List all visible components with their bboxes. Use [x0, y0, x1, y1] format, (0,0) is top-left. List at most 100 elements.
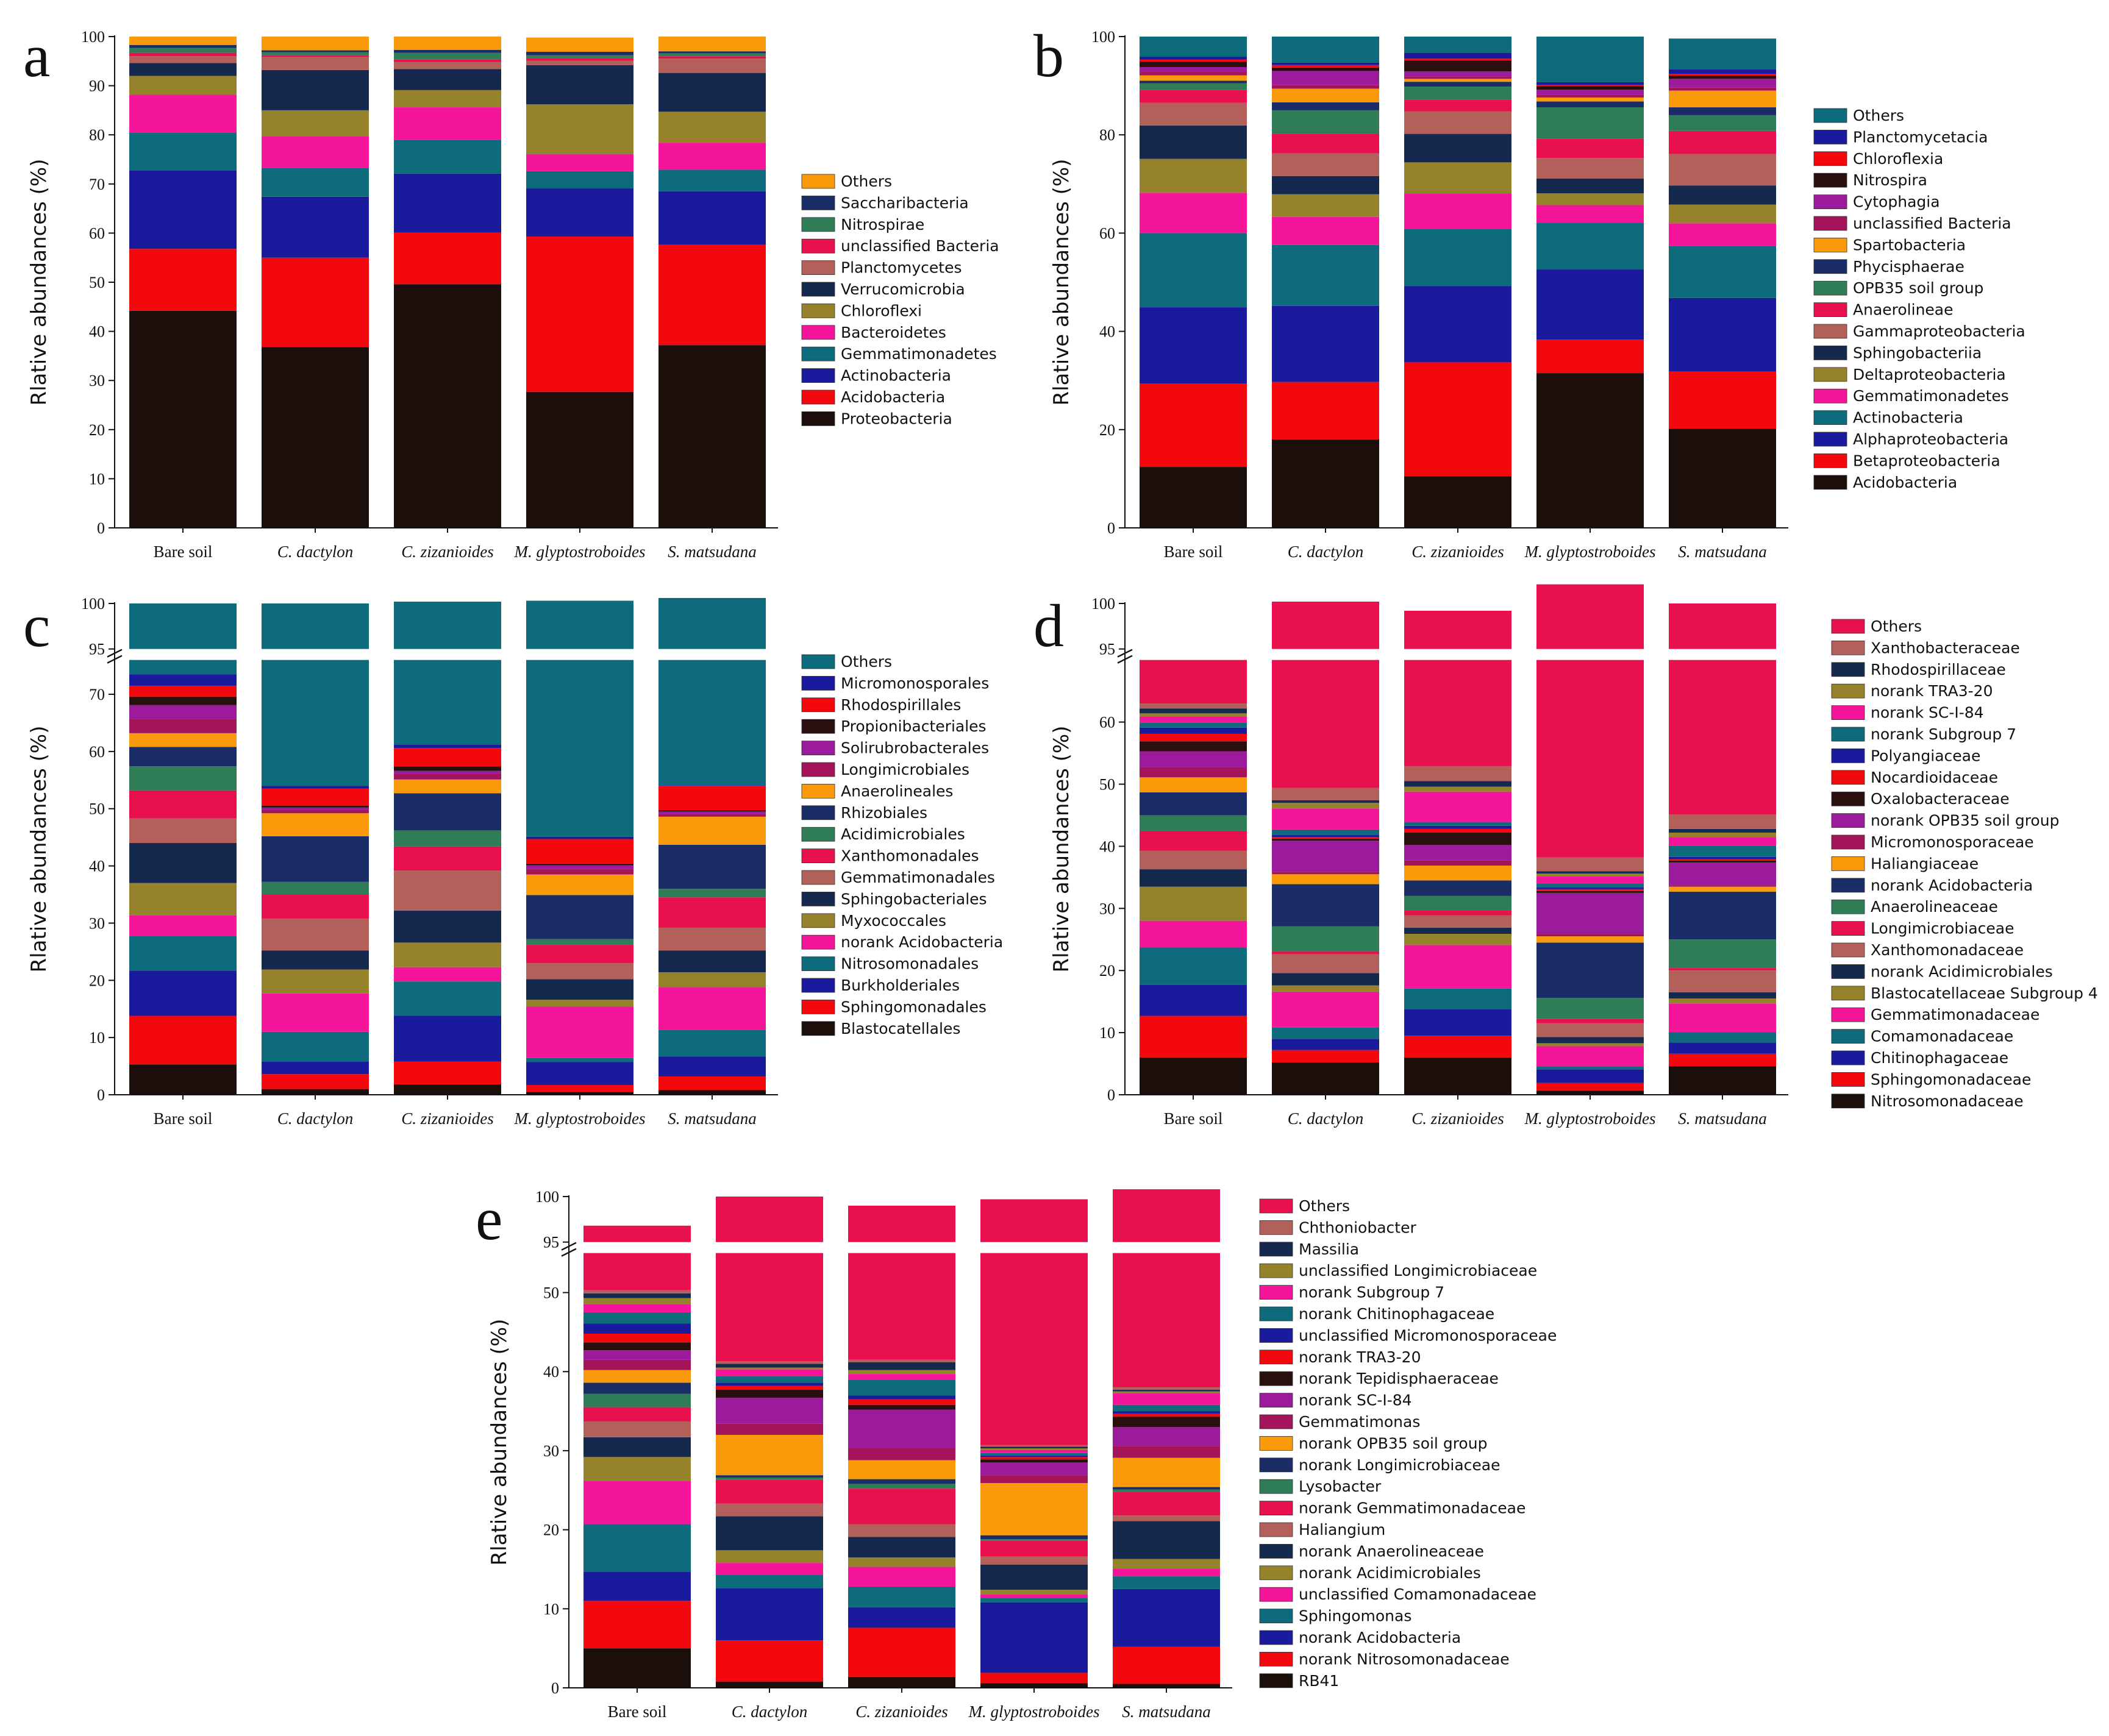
legend-item: Saccharibacteria — [801, 194, 969, 212]
legend-item: norank OPB35 soil group — [1259, 1434, 1487, 1452]
bar-segment-norank-acidimicrobiales-m-glyptostroboides — [980, 1590, 1088, 1595]
legend-label: Polyangiaceae — [1871, 747, 1980, 764]
legend-label: Gemmatimonadetes — [841, 345, 997, 363]
bar-segment-nitrosomonadaceae-bare-soil — [1140, 1057, 1247, 1095]
bar-segment-norank-acidobacteria-s-matsudana — [1113, 1588, 1220, 1647]
bar-segment-rhodospirillales-bare-soil — [129, 685, 237, 697]
bar-segment-spartobacteria-c-dactylon — [1272, 88, 1379, 103]
legend-swatch — [1831, 1029, 1865, 1044]
legend-label: Planctomycetes — [841, 259, 962, 277]
bar-segment-norank-acidimicrobiales-bare-soil — [583, 1457, 691, 1481]
legend-label: Acidobacteria — [1853, 474, 1957, 491]
y-tick-label: 50 — [89, 800, 105, 818]
legend-item: Gemmatimonadaceae — [1831, 1006, 2039, 1023]
bar-segment-planctomycetes-m-glyptostroboides — [526, 60, 633, 65]
bar-segment-norank-longimicrobiaceae-c-zizanioides — [848, 1479, 955, 1484]
bar-segment-norank-acidobacteria-c-dactylon — [716, 1588, 823, 1641]
bar-segment-nitrosomonadaceae-m-glyptostroboides — [1536, 1090, 1644, 1095]
legend-item: Sphingomonas — [1259, 1607, 1411, 1625]
legend-label: Alphaproteobacteria — [1853, 430, 2008, 448]
bar-segment-myxococcales-c-zizanioides — [394, 942, 501, 967]
bar-segment-burkholderiales-bare-soil — [129, 970, 237, 1016]
bar-segment-others-c-zizanioides — [1404, 610, 1511, 766]
legend-label: Deltaproteobacteria — [1853, 366, 2006, 383]
bar-segment-haliangiaceae-s-matsudana — [1669, 886, 1776, 892]
bar-segment-deltaproteobacteria-c-zizanioides — [1404, 162, 1511, 194]
legend-swatch — [1259, 1371, 1293, 1386]
legend-item: Betaproteobacteria — [1813, 452, 2000, 469]
legend-item: Gemmatimonadetes — [801, 345, 997, 363]
bar-segment-unclassified-comamonadaceae-c-zizanioides — [848, 1567, 955, 1587]
bar-segment-rhizobiales-s-matsudana — [658, 844, 766, 889]
bar-segment-nitrospirae-s-matsudana — [658, 53, 766, 57]
bar-segment-chitinophagaceae-bare-soil — [1140, 984, 1247, 1016]
legend-label: Gemmatimonadetes — [1853, 387, 2009, 405]
legend-swatch — [801, 411, 835, 426]
bar-segment-spartobacteria-s-matsudana — [1669, 90, 1776, 108]
legend-label: Anaerolineales — [841, 782, 953, 800]
legend-swatch — [1831, 1007, 1865, 1022]
legend-item: Acidimicrobiales — [801, 825, 965, 843]
bar-segment-gammaproteobacteria-c-dactylon — [1272, 153, 1379, 176]
legend-item: Haliangium — [1259, 1521, 1385, 1539]
bar-segment-blastocatellaceae-subgroup-4-c-dactylon — [1272, 985, 1379, 992]
bar-segment-saccharibacteria-c-zizanioides — [394, 49, 501, 53]
legend-label: Sphingomonadales — [841, 998, 987, 1016]
bar-segment-xanthobacteraceae-m-glyptostroboides — [1536, 857, 1644, 872]
bar-segment-rhodospirillaceae-bare-soil — [1140, 708, 1247, 714]
bar-segment-blastocatellales-s-matsudana — [658, 1090, 766, 1095]
legend-label: Others — [1871, 617, 1922, 635]
bar-segment-chthoniobacter-bare-soil — [583, 1290, 691, 1293]
bar-segment-planctomycetacia-c-dactylon — [1272, 62, 1379, 65]
legend-item: Rhodospirillales — [801, 696, 961, 714]
legend-swatch — [801, 1000, 835, 1014]
legend-label: Nitrospira — [1853, 171, 1927, 189]
bar-segment-nitrosomonadales-c-dactylon — [262, 1031, 369, 1062]
legend-swatch — [1259, 1609, 1293, 1624]
bar-segment-norank-anaerolineaceae-c-zizanioides — [848, 1537, 955, 1558]
bar-segment-verrucomicrobia-c-zizanioides — [394, 69, 501, 90]
legend-swatch — [1831, 619, 1865, 634]
legend-item: RB41 — [1259, 1672, 1339, 1690]
bar-segment-norank-chitinophagaceae-c-zizanioides — [848, 1379, 955, 1396]
x-tick-label: C. zizanioides — [855, 1702, 948, 1721]
bar-segment-sphingobacteriales-m-glyptostroboides — [526, 979, 633, 1000]
legend-swatch — [1831, 986, 1865, 1001]
legend-label: norank Gemmatimonadaceae — [1299, 1499, 1526, 1517]
bar-segment-rb41-m-glyptostroboides — [980, 1683, 1088, 1688]
bar-segment-betaproteobacteria-c-dactylon — [1272, 382, 1379, 439]
bar-segment-gemmatimonadaceae-s-matsudana — [1669, 1003, 1776, 1033]
x-tick-label: M. glyptostroboides — [1524, 542, 1656, 561]
y-tick-label: 20 — [1099, 421, 1115, 439]
bar-segment-alphaproteobacteria-s-matsudana — [1669, 297, 1776, 372]
bar-segment-haliangiaceae-c-dactylon — [1272, 874, 1379, 884]
legend-label: norank SC-I-84 — [1299, 1392, 1412, 1409]
y-tick-label: 60 — [89, 743, 105, 761]
legend-item: unclassified Bacteria — [801, 237, 999, 255]
bar-segment-anaerolineales-bare-soil — [129, 733, 237, 747]
x-tick-label: Bare soil — [1164, 1109, 1223, 1128]
legend-swatch — [1831, 662, 1865, 677]
x-tick-label: C. zizanioides — [401, 1109, 494, 1128]
panel-c: c Rlative abundances (%) Bare soil C. dacty… — [23, 592, 1003, 1128]
bar-segment-haliangium-bare-soil — [583, 1421, 691, 1437]
y-tick-label: 20 — [89, 972, 105, 989]
bar-segment-norank-acidobacteria-c-zizanioides — [394, 967, 501, 982]
legend-item: Actinobacteria — [801, 367, 951, 385]
bar-segment-unclassified-bacteria-m-glyptostroboides — [526, 58, 633, 61]
bar-segment-norank-sc-i-84-s-matsudana — [1113, 1427, 1220, 1446]
legend-item: norank Acidimicrobiales — [1259, 1564, 1481, 1582]
bar-segment-sphingobacteriia-m-glyptostroboides — [1536, 178, 1644, 194]
bar-segment-sphingomonadales-m-glyptostroboides — [526, 1085, 633, 1092]
bar-segment-blastocatellaceae-subgroup-4-s-matsudana — [1669, 998, 1776, 1004]
legend-swatch — [801, 913, 835, 928]
legend-item: Bacteroidetes — [801, 324, 946, 341]
bar-segment-actinobacteria-s-matsudana — [658, 191, 766, 245]
legend-item: Nitrospirae — [801, 216, 924, 233]
bar-segment-anaerolineae-c-dactylon — [1272, 133, 1379, 154]
bar-segment-others-s-matsudana — [1669, 603, 1776, 815]
legend-swatch — [1831, 705, 1865, 720]
legend-label: Chitinophagaceae — [1871, 1049, 2008, 1067]
bar-segment-norank-acidobacteria-bare-soil — [1140, 792, 1247, 816]
bar-segment-norank-tra3-20-c-dactylon — [716, 1386, 823, 1390]
